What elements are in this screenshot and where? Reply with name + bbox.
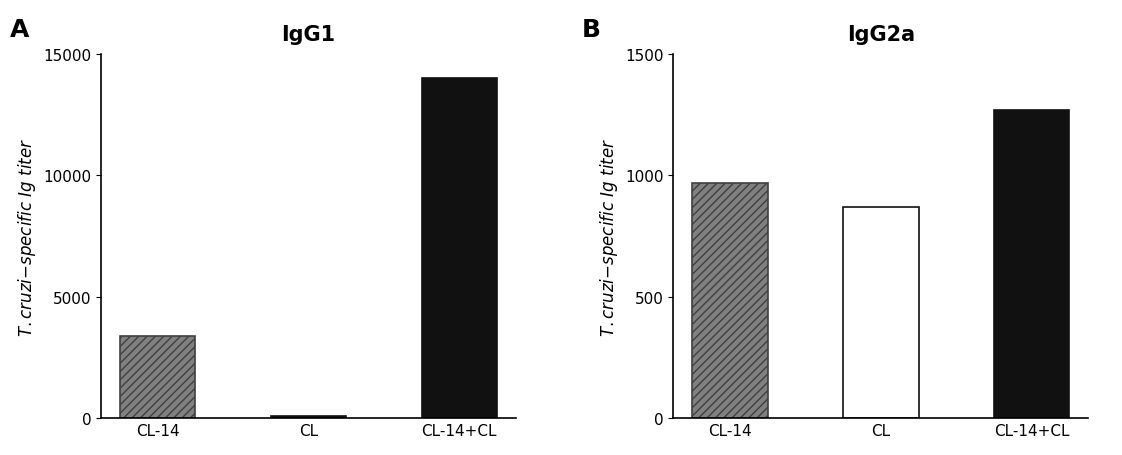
Y-axis label: $\it{T.cruzi}$$\it{-specific\ Ig\ titer}$: $\it{T.cruzi}$$\it{-specific\ Ig\ titer}… — [16, 137, 37, 336]
Text: A: A — [10, 18, 29, 42]
Bar — [994, 111, 1069, 419]
Bar — [844, 207, 919, 419]
Bar — [422, 79, 497, 419]
Bar — [270, 416, 346, 419]
Title: IgG2a: IgG2a — [847, 25, 914, 45]
Y-axis label: $\it{T.cruzi}$$\it{-specific\ Ig\ titer}$: $\it{T.cruzi}$$\it{-specific\ Ig\ titer}… — [598, 137, 619, 336]
Bar — [692, 183, 767, 419]
Text: B: B — [582, 18, 601, 42]
Title: IgG1: IgG1 — [282, 25, 335, 45]
Bar — [120, 336, 195, 419]
